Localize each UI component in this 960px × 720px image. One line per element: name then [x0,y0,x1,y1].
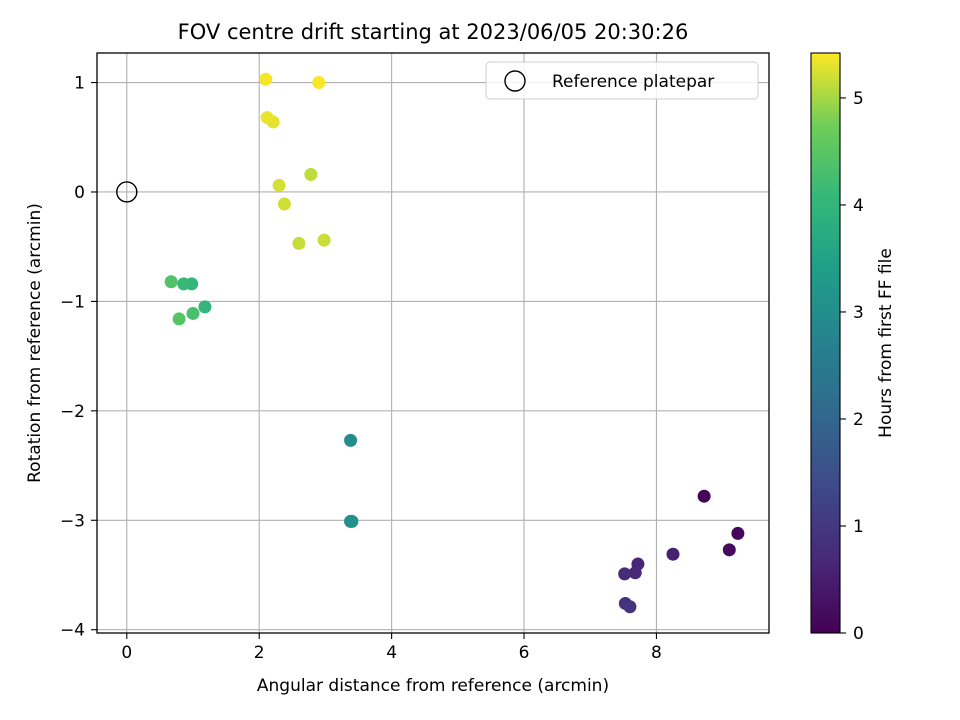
x-tick-label: 2 [254,643,265,663]
y-tick-label: 0 [74,183,85,203]
x-tick-label: 6 [519,643,530,663]
data-point [623,600,637,614]
data-point [186,306,200,320]
colorbar-tick-label: 3 [853,303,864,323]
data-point [345,514,359,528]
x-tick-label: 4 [386,643,397,663]
reference-platepar-point [116,181,138,203]
data-point [317,233,331,247]
data-point [260,111,274,125]
data-point [272,178,286,192]
data-point [259,72,273,86]
colorbar-ticks: 0 1 2 3 4 5 [840,89,864,644]
y-tick-label: −3 [60,511,85,531]
data-point [198,300,212,314]
reference-marker [116,181,138,203]
colorbar-label: Hours from first FF file [876,248,896,438]
y-tick-label: −2 [60,402,85,422]
data-point [164,275,178,289]
x-tick-label: 0 [121,643,132,663]
data-point [722,543,736,557]
data-point [172,312,186,326]
y-tick-label: −1 [60,292,85,312]
legend-marker-open-circle [504,70,526,92]
chart-title: FOV centre drift starting at 2023/06/05 … [178,20,689,44]
y-tick-label: 1 [74,74,85,94]
legend-box [485,61,759,100]
colorbar-tick-label: 2 [853,410,864,430]
data-point [304,167,318,181]
x-axis-label: Angular distance from reference (arcmin) [257,676,609,696]
plot-frame [96,52,770,634]
colorbar-gradient [810,52,841,634]
y-axis-ticks: 1 0 −1 −2 −3 −4 [60,74,97,641]
data-point [277,197,291,211]
colorbar-tick-label: 0 [853,624,864,644]
data-point [618,567,632,581]
colorbar-tick-label: 4 [853,196,864,216]
data-point [177,277,191,291]
data-point [628,566,642,580]
colorbar-tick-label: 5 [853,89,864,109]
data-point [731,526,745,540]
legend: Reference platepar [485,61,759,100]
y-axis-label: Rotation from reference (arcmin) [25,203,45,483]
y-tick-label: −4 [60,621,85,641]
grid-lines [97,53,769,633]
data-point [697,489,711,503]
colorbar-tick-label: 1 [853,517,864,537]
data-points [164,72,745,614]
x-tick-label: 8 [651,643,662,663]
data-point [312,76,326,90]
data-point [666,547,680,561]
data-point [344,433,358,447]
colorbar: 0 1 2 3 4 5 Hours from first FF file [810,52,896,644]
x-axis-ticks: 0 2 4 6 8 [121,633,662,663]
legend-entry-reference-platepar: Reference platepar [552,72,714,92]
data-point [292,236,306,250]
